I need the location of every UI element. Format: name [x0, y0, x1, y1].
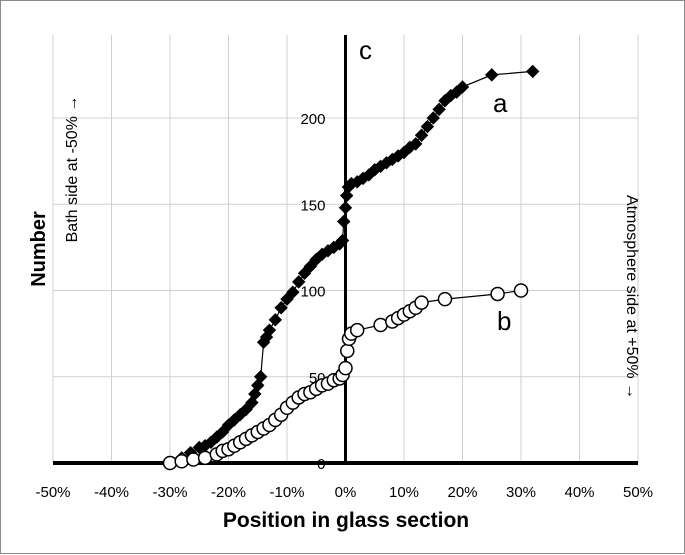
- bath-side-annotation: Bath side at -50% →: [64, 96, 81, 243]
- x-axis-label: Position in glass section: [223, 509, 469, 532]
- series-a-point: [280, 292, 294, 306]
- series-a-point: [274, 301, 288, 315]
- series-a-point: [239, 402, 253, 417]
- series-a-point: [455, 80, 470, 94]
- series-a-point: [291, 275, 306, 289]
- y-tick-label: 0: [317, 456, 325, 473]
- series-b: [162, 283, 529, 471]
- series-a-point: [338, 200, 353, 215]
- series-b-point: [162, 455, 178, 471]
- x-tick-label: 20%: [447, 484, 477, 501]
- series-a-point: [286, 285, 300, 299]
- series-b-point: [414, 295, 429, 310]
- series-a-point: [337, 214, 351, 229]
- series-layer: [162, 64, 540, 471]
- series-a-point: [248, 387, 262, 401]
- x-tick-label: -40%: [94, 484, 129, 501]
- series-a-point: [303, 259, 318, 274]
- series-b-point: [437, 291, 453, 307]
- x-tick-label: -30%: [152, 484, 187, 501]
- x-tick-label: -20%: [211, 484, 246, 501]
- series-b-point: [174, 454, 189, 469]
- y-tick-label: 200: [300, 111, 325, 128]
- series-a: [163, 64, 540, 470]
- atmosphere-side-annotation: Atmosphere side at +50% →: [623, 195, 640, 399]
- series-b-point: [490, 286, 505, 302]
- series-b-point: [338, 360, 353, 376]
- x-tick-labels: -50% -40% -30% -20% -10% 0% 10% 20% 30% 40% 50%: [35, 484, 653, 501]
- x-tick-label: 40%: [564, 484, 594, 501]
- series-a-point: [525, 64, 540, 79]
- x-tick-label: 10%: [389, 484, 419, 501]
- series-b-label: b: [497, 306, 511, 336]
- series-a-point: [485, 68, 499, 82]
- series-a-label: a: [493, 88, 508, 118]
- series-a-point: [414, 128, 429, 142]
- series-a-point: [432, 102, 446, 117]
- series-a-point: [215, 425, 230, 439]
- series-a-point: [420, 119, 435, 134]
- series-a-point: [339, 188, 354, 203]
- center-marker-label: c: [359, 35, 372, 65]
- series-a-point: [426, 111, 440, 125]
- y-tick-label: 100: [300, 284, 325, 301]
- x-tick-label: -50%: [35, 484, 70, 501]
- series-b-point: [186, 452, 201, 467]
- series-b-point: [513, 283, 529, 298]
- series-a-line: [169, 70, 533, 464]
- series-a-point: [297, 266, 312, 280]
- series-a-point: [408, 137, 423, 151]
- series-a-point: [262, 323, 277, 337]
- series-b-point: [349, 322, 365, 338]
- x-tick-label: 50%: [623, 484, 653, 501]
- x-tick-label: 0%: [335, 484, 357, 501]
- series-a-point: [253, 370, 268, 384]
- x-tick-label: -10%: [269, 484, 304, 501]
- y-axis-label: Number: [28, 211, 50, 287]
- series-a-point: [335, 233, 350, 248]
- series-a-point: [268, 313, 283, 327]
- y-tick-label: 150: [300, 197, 325, 214]
- x-tick-label: 30%: [506, 484, 536, 501]
- series-b-point: [340, 343, 355, 359]
